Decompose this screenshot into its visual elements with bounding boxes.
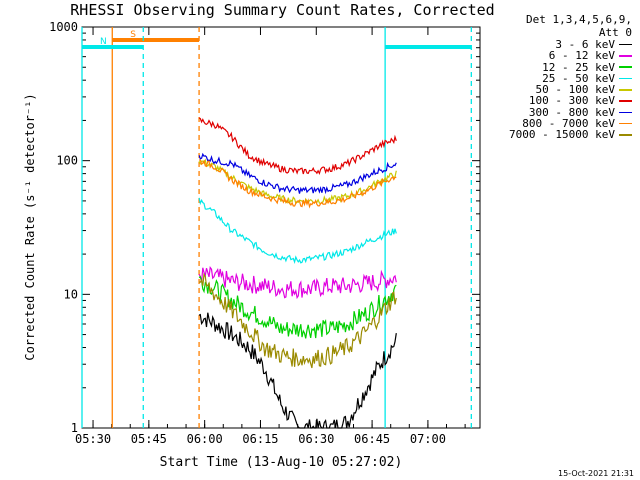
series-line-6: [198, 152, 397, 195]
legend-entry: 7000 - 15000 keV: [462, 128, 632, 142]
legend-label: 800 - 7000 keV: [522, 117, 615, 131]
y-tick-label: 1000: [49, 20, 78, 34]
legend: Det 1,3,4,5,6,9, Att 0 3 - 6 keV 6 - 12 k…: [462, 13, 632, 141]
series-line-7: [199, 159, 397, 209]
legend-label: 3 - 6 keV: [555, 38, 615, 51]
legend-entry: 25 - 50 keV: [462, 73, 632, 84]
x-tick-label: 06:45: [354, 432, 390, 446]
legend-entry: 12 - 25 keV: [462, 60, 632, 74]
flag-label-S: S: [130, 30, 136, 40]
y-tick-label: 100: [56, 154, 78, 168]
series-line-1: [198, 265, 397, 300]
legend-entry: 800 - 7000 keV: [462, 118, 632, 129]
legend-label: 100 - 300 keV: [528, 94, 615, 108]
series-line-4: [198, 158, 397, 206]
series-line-5: [198, 117, 397, 176]
legend-swatch: [619, 134, 632, 136]
x-tick-label: 07:00: [410, 432, 446, 446]
flag-label-N: N: [100, 37, 107, 47]
legend-entry: 100 - 300 keV: [462, 94, 632, 108]
series-line-8: [199, 272, 397, 369]
x-tick-label: 05:30: [75, 432, 111, 446]
legend-label: 12 - 25 keV: [542, 60, 615, 74]
legend-label: 300 - 800 keV: [528, 105, 615, 119]
legend-label: 25 - 50 keV: [542, 71, 615, 85]
legend-entries: 3 - 6 keV 6 - 12 keV 12 - 25 keV 25 - 50 ke…: [462, 39, 632, 141]
legend-swatch: [619, 122, 632, 125]
legend-label: 6 - 12 keV: [548, 49, 615, 63]
legend-label: 50 - 100 keV: [535, 83, 615, 97]
legend-swatch: [619, 77, 632, 80]
x-tick-label: 06:15: [242, 432, 278, 446]
series-line-3: [198, 197, 397, 265]
legend-swatch: [619, 100, 632, 102]
x-tick-label: 06:00: [187, 432, 223, 446]
x-tick-label: 05:45: [131, 432, 167, 446]
y-tick-label: 10: [64, 287, 78, 301]
legend-header-line-2: Att 0: [598, 26, 632, 39]
legend-entry: 6 - 12 keV: [462, 49, 632, 63]
series-line-2: [198, 275, 397, 339]
chart-title: RHESSI Observing Summary Count Rates, Co…: [70, 1, 495, 19]
legend-entry: 50 - 100 keV: [462, 84, 632, 95]
legend-label: 7000 - 15000 keV: [509, 128, 615, 142]
legend-swatch: [619, 111, 632, 114]
plot-frame: [81, 26, 481, 429]
generated-timestamp: 15-Oct-2021 21:31: [558, 469, 634, 478]
y-axis-label: Corrected Count Rate (s⁻¹ detector⁻¹): [23, 93, 37, 361]
x-axis-label: Start Time (13-Aug-10 05:27:02): [159, 455, 403, 470]
series-line-0: [198, 312, 397, 429]
legend-swatch: [619, 66, 632, 68]
legend-entry: 300 - 800 keV: [462, 105, 632, 119]
legend-swatch: [619, 43, 632, 46]
legend-swatch: [619, 89, 632, 91]
legend-swatch: [619, 55, 632, 57]
legend-header-line-1: Det 1,3,4,5,6,9,: [526, 13, 632, 26]
y-tick-label: 1: [71, 421, 78, 435]
x-tick-label: 06:30: [298, 432, 334, 446]
legend-entry: 3 - 6 keV: [462, 39, 632, 50]
